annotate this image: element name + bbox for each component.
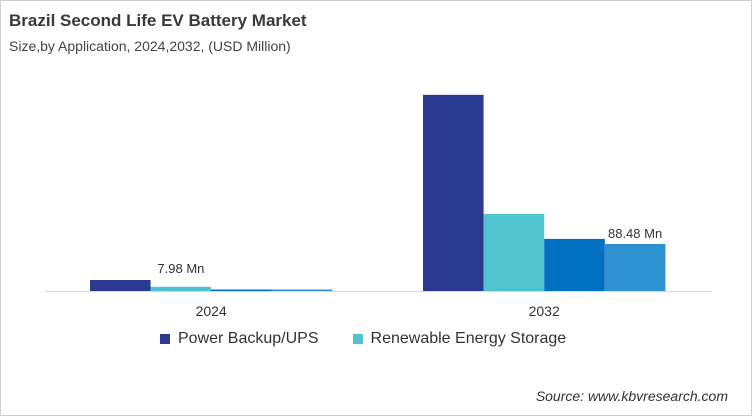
legend-swatch bbox=[160, 334, 170, 344]
legend-label: Power Backup/UPS bbox=[178, 330, 319, 347]
legend: Power Backup/UPS Renewable Energy Storag… bbox=[160, 330, 566, 348]
bar-2024-series-0 bbox=[90, 279, 151, 291]
legend-item-renewable-storage: Renewable Energy Storage bbox=[352, 330, 567, 348]
data-label: 88.48 Mn bbox=[608, 226, 662, 241]
x-tick-label: 2024 bbox=[196, 303, 227, 319]
source-note: Source: www.kbvresearch.com bbox=[535, 388, 728, 404]
legend-item-power-backup: Power Backup/UPS bbox=[160, 330, 319, 348]
legend-swatch bbox=[352, 334, 363, 344]
bar-2024-series-3 bbox=[271, 289, 333, 291]
chart-subtitle: Size,by Application, 2024,2032, (USD Mil… bbox=[9, 38, 291, 54]
bar-2032-series-2 bbox=[544, 238, 605, 291]
chart-title: Brazil Second Life EV Battery Market bbox=[9, 11, 307, 30]
bar-2024-series-1 bbox=[150, 286, 212, 291]
x-tick-label: 2032 bbox=[529, 303, 560, 319]
bar-2032-series-1 bbox=[483, 213, 545, 291]
legend-label: Renewable Energy Storage bbox=[370, 330, 567, 347]
bar-2032-series-3 bbox=[604, 243, 666, 291]
bar-2032-series-0 bbox=[423, 94, 484, 291]
bar-2024-series-2 bbox=[211, 289, 272, 291]
data-label: 7.98 Mn bbox=[157, 261, 204, 276]
